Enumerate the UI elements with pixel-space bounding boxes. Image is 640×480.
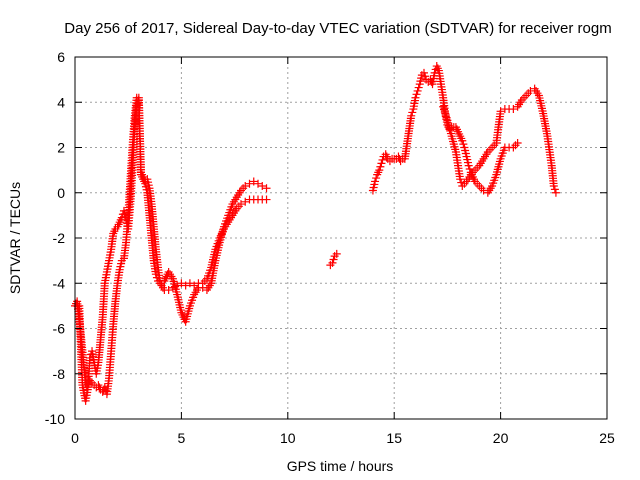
data-point [421,72,430,81]
x-tick-label: 25 [599,430,615,446]
grid [75,57,607,419]
data-point [258,181,267,190]
chart-title: Day 256 of 2017, Sidereal Day-to-day VTE… [64,20,611,37]
data-point [371,177,380,186]
data-point [408,108,417,117]
data-point [375,166,384,175]
y-tick-label: 6 [57,49,65,65]
data-point [254,179,263,188]
x-tick-label: 10 [280,430,296,446]
data-point [376,162,385,171]
data-point [236,200,245,209]
data-point [249,177,258,186]
data-point [241,181,250,190]
data-point [372,174,381,183]
data-point [241,197,250,206]
x-axis-label: GPS time / hours [287,458,394,474]
y-tick-label: -6 [53,321,66,337]
data-point [509,105,518,114]
data-point [328,258,337,267]
y-tick-label: 0 [57,185,65,201]
y-tick-label: 4 [57,94,65,110]
data-point [414,83,423,92]
axis-ticks: 0 5 10 15 20 25 -10 -8 -6 -4 -2 0 2 4 6 [45,49,615,446]
data-point [551,188,560,197]
x-tick-label: 5 [178,430,186,446]
data-point [332,249,341,258]
data-point [262,184,271,193]
y-tick-label: -8 [53,366,66,382]
data-point [550,185,559,194]
series-track-a [71,93,271,399]
data-point [177,279,186,288]
data-point [164,286,173,295]
data-points [71,62,560,405]
data-point [496,107,505,116]
data-point [458,136,467,145]
data-point [413,86,422,95]
y-tick-label: -2 [53,230,66,246]
data-point [513,138,522,147]
x-tick-label: 15 [386,430,402,446]
data-point [464,161,473,170]
series-track-d [439,84,560,197]
data-point [101,386,110,395]
data-point [151,270,160,279]
data-point [262,195,271,204]
y-axis-label: SDTVAR / TECUs [7,182,23,294]
data-point [329,255,338,264]
y-tick-label: -10 [45,411,65,427]
data-point [181,281,190,290]
x-tick-label: 20 [493,430,509,446]
data-point [407,111,416,120]
series-track-b [75,93,271,405]
data-point [245,179,254,188]
data-point [190,281,199,290]
x-tick-label: 0 [71,430,79,446]
data-point [549,181,558,190]
data-point [459,140,468,149]
data-point [378,155,387,164]
data-point [185,279,194,288]
y-tick-label: 2 [57,140,65,156]
data-point [411,93,420,102]
data-point [377,159,386,168]
data-point [456,175,465,184]
data-point [412,90,421,99]
data-point [152,273,161,282]
data-point [156,279,165,288]
y-tick-label: -4 [53,275,66,291]
data-point [419,68,428,77]
